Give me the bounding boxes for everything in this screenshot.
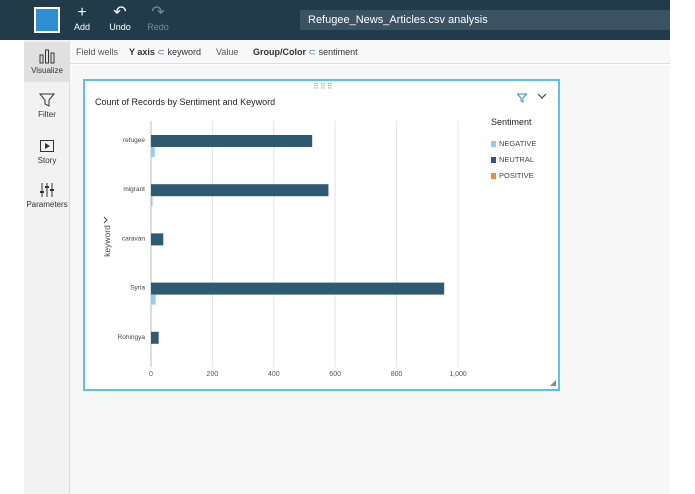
- x-tick-label: 800: [391, 371, 403, 378]
- analysis-title-field[interactable]: Refugee_News_Articles.csv analysis: [300, 10, 670, 30]
- visual-card[interactable]: ⠿⠿⠿ Count of Records by Sentiment and Ke…: [83, 79, 560, 391]
- nav-item-visualize[interactable]: Visualize: [24, 42, 70, 82]
- legend-item-negative[interactable]: NEGATIVE: [491, 139, 536, 148]
- category-label: migrant: [123, 186, 145, 193]
- legend-item-neutral[interactable]: NEUTRAL: [491, 155, 534, 164]
- nav-label-story: Story: [37, 156, 57, 165]
- story-icon: [24, 138, 70, 156]
- nav-item-filter[interactable]: Filter: [24, 92, 70, 128]
- resize-handle-icon[interactable]: ◢: [549, 378, 556, 387]
- nav-label-visualize: Visualize: [31, 66, 63, 75]
- legend-swatch: [491, 141, 496, 147]
- bar-chart[interactable]: 0 200 400 600 800 1,000 keyword refugee migrant c…: [85, 81, 558, 389]
- top-toolbar: + Add ↶ Undo ↷ Redo Refugee_News_Article…: [0, 0, 670, 40]
- x-tick-label: 600: [329, 371, 341, 378]
- app-logo-icon[interactable]: [34, 7, 60, 33]
- x-tick-label: 200: [207, 371, 219, 378]
- nav-label-parameters: Parameters: [26, 200, 68, 209]
- y-axis-value: keyword: [167, 47, 201, 57]
- field-pill-icon: ⊂: [308, 47, 317, 57]
- legend-label: NEUTRAL: [499, 155, 535, 164]
- legend-title: Sentiment: [491, 117, 532, 127]
- redo-label: Redo: [147, 22, 169, 32]
- redo-button[interactable]: ↷ Redo: [140, 4, 176, 36]
- undo-label: Undo: [109, 22, 131, 32]
- category-label: Rohingya: [118, 334, 146, 341]
- visual-title: Count of Records by Sentiment and Keywor…: [95, 97, 276, 107]
- field-wells-bar[interactable]: Field wells Y axis ⊂ keyword Value Group…: [70, 40, 670, 64]
- add-label: Add: [73, 22, 90, 32]
- redo-icon: ↷: [151, 4, 165, 21]
- bar-neutral: [151, 331, 159, 344]
- value-well[interactable]: Value: [216, 47, 239, 57]
- nav-item-parameters[interactable]: Parameters: [24, 182, 70, 218]
- drag-handle-icon[interactable]: ⠿⠿⠿: [313, 82, 334, 91]
- bar-chart-icon: [24, 48, 70, 66]
- legend-item-positive[interactable]: POSITIVE: [491, 171, 534, 180]
- plus-icon: +: [77, 4, 87, 21]
- x-tick-label: 400: [268, 371, 280, 378]
- bar-negative: [151, 147, 155, 157]
- undo-button[interactable]: ↶ Undo: [102, 4, 138, 36]
- legend-label: POSITIVE: [499, 171, 534, 180]
- bar-neutral: [151, 282, 445, 295]
- field-pill-icon: ⊂: [157, 47, 165, 57]
- filter-icon[interactable]: [516, 93, 528, 106]
- category-label: caravan: [122, 235, 146, 242]
- bar-negative: [151, 294, 156, 305]
- bar-negative: [151, 196, 153, 207]
- y-axis-well[interactable]: Y axis ⊂ keyword: [129, 47, 201, 58]
- add-button[interactable]: + Add: [64, 4, 100, 36]
- undo-icon: ↶: [113, 4, 127, 21]
- chevron-down-icon[interactable]: [537, 91, 547, 104]
- category-label: refugee: [123, 137, 145, 144]
- y-axis-label: Y axis: [129, 47, 155, 57]
- field-wells-label: Field wells: [76, 47, 119, 57]
- filter-icon: [24, 92, 70, 110]
- nav-item-story[interactable]: Story: [24, 138, 70, 174]
- legend-swatch: [491, 157, 496, 163]
- parameters-icon: [24, 182, 70, 200]
- x-tick-label: 0: [149, 371, 153, 378]
- category-label: Syria: [130, 285, 145, 292]
- legend-label: NEGATIVE: [499, 139, 537, 148]
- group-color-value: sentiment: [318, 47, 358, 57]
- bar-neutral: [151, 233, 164, 246]
- left-nav: Visualize Filter Story Parameters: [24, 40, 70, 494]
- x-tick-label: 1,000: [449, 371, 467, 378]
- nav-label-filter: Filter: [38, 110, 56, 119]
- bar-neutral: [151, 184, 329, 197]
- right-edge: [670, 0, 695, 494]
- bar-neutral: [151, 135, 313, 147]
- y-axis-label: keyword: [102, 225, 112, 257]
- group-color-well[interactable]: Group/Color ⊂ sentiment: [253, 47, 358, 58]
- y-axis-chevron-icon: [103, 216, 108, 224]
- legend-swatch: [491, 173, 496, 179]
- group-color-label: Group/Color: [253, 47, 306, 57]
